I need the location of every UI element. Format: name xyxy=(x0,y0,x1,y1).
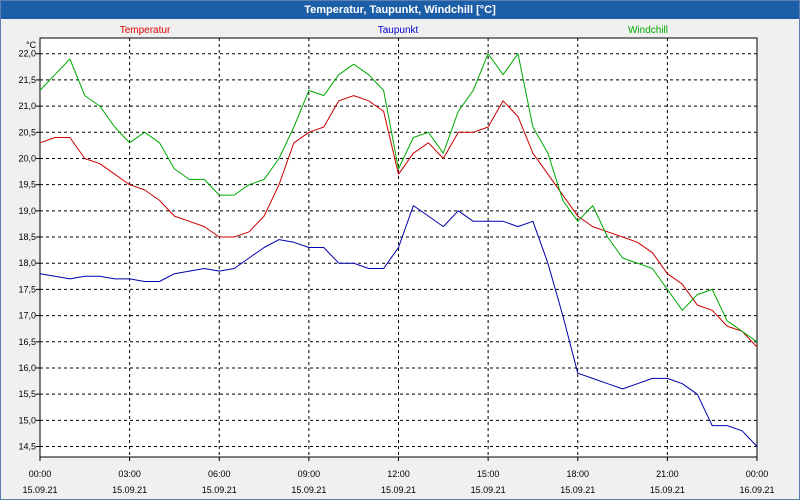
legend: Temperatur Taupunkt Windchill xyxy=(120,25,668,36)
x-tick-time: 00:00 xyxy=(746,469,769,479)
y-tick-label: 15,5 xyxy=(18,389,36,399)
x-tick-date: 15.09.21 xyxy=(381,485,416,495)
legend-item: Temperatur xyxy=(120,25,171,36)
series-group xyxy=(39,53,758,447)
y-tick-label: 17,5 xyxy=(18,284,36,294)
series-line-windchill xyxy=(39,53,758,343)
x-tick-date: 15.09.21 xyxy=(650,485,685,495)
legend-item: Taupunkt xyxy=(378,25,419,36)
x-tick-date: 15.09.21 xyxy=(560,485,595,495)
y-tick-label: 20,5 xyxy=(18,127,36,137)
x-tick-time: 15:00 xyxy=(477,469,500,479)
x-axis-ticks: 00:00 15.09.21 03:00 15.09.21 06:00 15.09.21 0… xyxy=(22,457,775,495)
y-tick-label: 17,0 xyxy=(18,311,36,321)
y-tick-label: 20,0 xyxy=(18,153,36,163)
y-tick-label: 15,0 xyxy=(18,415,36,425)
x-tick-time: 12:00 xyxy=(387,469,410,479)
x-tick-time: 18:00 xyxy=(566,469,589,479)
x-tick-date: 15.09.21 xyxy=(291,485,326,495)
x-tick-date: 16.09.21 xyxy=(739,485,774,495)
y-tick-label: 22,0 xyxy=(18,49,36,59)
x-tick-time: 03:00 xyxy=(118,469,141,479)
series-line-taupunkt xyxy=(39,205,758,447)
y-tick-label: 14,5 xyxy=(18,442,36,452)
x-tick-date: 15.09.21 xyxy=(22,485,57,495)
y-tick-label: 19,0 xyxy=(18,206,36,216)
y-tick-label: 16,5 xyxy=(18,337,36,347)
y-axis-ticks: 22,0 21,5 21,0 20,5 20,0 19,5 19,0 18,5 18,0 17,5… xyxy=(18,49,40,452)
x-tick-date: 15.09.21 xyxy=(202,485,237,495)
series-line-temperatur xyxy=(39,95,758,348)
y-tick-label: 18,0 xyxy=(18,258,36,268)
y-axis-unit: °C xyxy=(26,40,37,50)
y-tick-label: 16,0 xyxy=(18,363,36,373)
x-tick-date: 15.09.21 xyxy=(471,485,506,495)
y-tick-label: 21,5 xyxy=(18,75,36,85)
y-tick-label: 18,5 xyxy=(18,232,36,242)
x-tick-time: 21:00 xyxy=(656,469,679,479)
x-tick-time: 06:00 xyxy=(208,469,231,479)
legend-item: Windchill xyxy=(628,25,668,36)
grid xyxy=(40,38,757,457)
x-tick-date: 15.09.21 xyxy=(112,485,147,495)
y-tick-label: 19,5 xyxy=(18,180,36,190)
window-title: Temperatur, Taupunkt, Windchill [°C] xyxy=(1,1,799,19)
x-tick-time: 09:00 xyxy=(298,469,321,479)
y-tick-label: 21,0 xyxy=(18,101,36,111)
x-tick-time: 00:00 xyxy=(29,469,52,479)
